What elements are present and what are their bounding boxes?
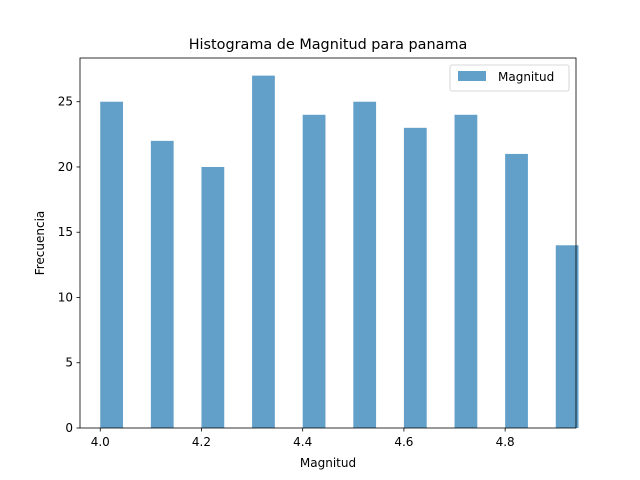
- histogram-bar: [150, 140, 174, 428]
- x-tick-label: 4.6: [394, 435, 413, 449]
- histogram-bar: [505, 153, 528, 429]
- y-tick-label: 5: [65, 356, 73, 370]
- y-tick-label: 20: [58, 160, 73, 174]
- chart-title: Histograma de Magnitud para panama: [189, 37, 468, 53]
- y-tick-label: 15: [58, 225, 73, 239]
- y-tick-label: 0: [65, 421, 73, 435]
- histogram-bar: [100, 101, 124, 428]
- x-tick-label: 4.0: [91, 435, 110, 449]
- x-tick-label: 4.4: [293, 435, 312, 449]
- histogram-bar: [555, 245, 579, 428]
- histogram-bar: [201, 166, 225, 429]
- histogram-bar: [454, 114, 478, 428]
- histogram-bar: [403, 127, 427, 428]
- histogram-bar: [353, 101, 377, 428]
- y-tick-label: 10: [58, 290, 73, 304]
- bars-group: [100, 75, 579, 429]
- x-axis-label: Magnitud: [300, 456, 356, 470]
- x-tick-label: 4.8: [496, 435, 515, 449]
- y-axis-label: Frecuencia: [33, 211, 47, 276]
- x-axis-ticks: 4.0 4.2 4.4 4.6 4.8: [91, 428, 515, 449]
- legend-swatch: [458, 71, 486, 81]
- histogram-bar: [252, 75, 275, 428]
- x-tick-label: 4.2: [192, 435, 211, 449]
- y-tick-label: 25: [58, 95, 73, 109]
- legend-label: Magnitud: [498, 70, 554, 84]
- legend: Magnitud: [449, 64, 570, 92]
- plot-frame: [79, 57, 577, 429]
- y-axis-ticks: 0 5 10 15 20 25: [58, 95, 80, 435]
- histogram-bar: [302, 114, 326, 428]
